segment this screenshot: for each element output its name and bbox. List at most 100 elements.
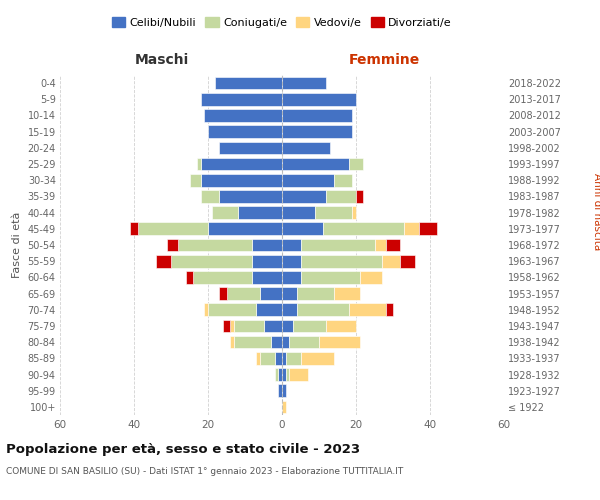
Bar [282,352,286,364]
Bar [219,142,282,154]
Bar [286,368,289,381]
Bar [297,304,349,316]
Bar [200,190,219,202]
Bar [212,206,238,219]
Legend: Celibi/Nubili, Coniugati/e, Vedovi/e, Divorziati/e: Celibi/Nubili, Coniugati/e, Vedovi/e, Di… [107,12,457,32]
Bar [316,206,352,219]
Bar [282,320,293,332]
Bar [282,126,352,138]
Bar [282,238,301,252]
Bar [230,320,234,332]
Bar [289,368,308,381]
Bar [197,158,200,170]
Bar [282,174,334,186]
Bar [289,336,319,348]
Bar [208,304,256,316]
Text: Anni di nascita: Anni di nascita [592,173,600,250]
Bar [282,271,301,283]
Bar [208,222,282,235]
Y-axis label: Fasce di età: Fasce di età [12,212,22,278]
Bar [204,304,208,316]
Bar [386,238,400,252]
Text: Femmine: Femmine [349,54,419,68]
Bar [326,320,356,332]
Bar [253,271,282,283]
Bar [200,174,282,186]
Bar [200,93,282,106]
Bar [282,77,326,90]
Bar [282,206,316,219]
Bar [382,255,400,268]
Bar [271,336,282,348]
Bar [278,384,282,397]
Bar [293,320,326,332]
Bar [193,271,253,283]
Bar [263,320,282,332]
Bar [282,222,323,235]
Text: COMUNE DI SAN BASILIO (SU) - Dati ISTAT 1° gennaio 2023 - Elaborazione TUTTITALI: COMUNE DI SAN BASILIO (SU) - Dati ISTAT … [6,468,403,476]
Bar [167,238,178,252]
Bar [360,271,382,283]
Bar [419,222,437,235]
Bar [282,190,326,202]
Bar [323,222,404,235]
Bar [260,288,282,300]
Bar [282,400,286,413]
Bar [260,352,275,364]
Bar [208,126,282,138]
Bar [156,255,171,268]
Bar [334,174,352,186]
Bar [223,320,230,332]
Bar [282,336,289,348]
Bar [352,206,356,219]
Bar [301,352,334,364]
Bar [278,368,282,381]
Bar [200,158,282,170]
Bar [282,93,356,106]
Bar [374,238,386,252]
Bar [256,352,260,364]
Bar [301,255,382,268]
Bar [326,190,356,202]
Bar [253,255,282,268]
Bar [256,304,282,316]
Bar [282,368,286,381]
Text: Popolazione per età, sesso e stato civile - 2023: Popolazione per età, sesso e stato civil… [6,442,360,456]
Bar [386,304,393,316]
Bar [178,238,253,252]
Bar [234,336,271,348]
Bar [334,288,360,300]
Bar [130,222,138,235]
Bar [275,352,282,364]
Bar [282,158,349,170]
Bar [282,304,297,316]
Bar [238,206,282,219]
Bar [349,304,386,316]
Bar [301,271,360,283]
Bar [215,77,282,90]
Bar [319,336,360,348]
Bar [171,255,253,268]
Bar [234,320,263,332]
Bar [275,368,278,381]
Bar [301,238,374,252]
Bar [356,190,364,202]
Bar [227,288,260,300]
Bar [230,336,234,348]
Bar [219,190,282,202]
Bar [282,288,297,300]
Bar [204,109,282,122]
Bar [282,109,352,122]
Bar [282,384,286,397]
Bar [138,222,208,235]
Bar [186,271,193,283]
Bar [286,352,301,364]
Bar [219,288,227,300]
Bar [282,255,301,268]
Bar [253,238,282,252]
Bar [404,222,419,235]
Bar [349,158,364,170]
Text: Maschi: Maschi [135,54,189,68]
Bar [190,174,200,186]
Bar [297,288,334,300]
